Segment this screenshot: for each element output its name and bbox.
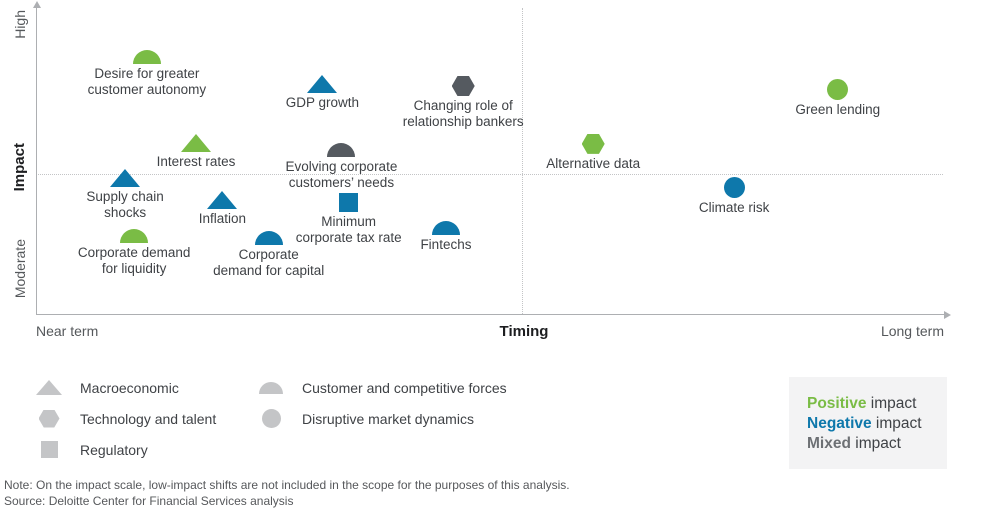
point-label: GDP growth: [285, 94, 359, 110]
dome-icon: [132, 49, 161, 64]
triangle-icon: [36, 380, 62, 395]
hexagon-icon: [581, 133, 605, 154]
y-axis-arrow-icon: [33, 1, 41, 8]
x-axis-min-label: Near term: [36, 323, 99, 339]
impact-suffix: impact: [871, 415, 922, 432]
point-label: Minimum corporate tax rate: [295, 213, 402, 245]
point-label: Supply chain shocks: [86, 189, 164, 221]
x-axis-max-label: Long term: [880, 323, 944, 339]
x-axis-title: Timing: [499, 323, 549, 340]
circle-icon: [723, 176, 745, 198]
legend-column: Customer and competitive forces Disruptiv…: [256, 372, 507, 465]
y-axis-min-label: Moderate: [12, 239, 28, 299]
circle-icon: [261, 409, 281, 428]
hexagon-icon: [38, 409, 60, 428]
square-icon: [40, 441, 58, 458]
triangle-icon: [180, 133, 211, 152]
hexagon-legend-icon: [34, 409, 64, 428]
point-label: Desire for greater customer autonomy: [87, 65, 207, 97]
y-axis-max-label: High: [12, 10, 28, 39]
point-label: Fintechs: [420, 237, 472, 252]
circle-legend-icon: [256, 409, 286, 428]
dome-legend-icon: [256, 381, 286, 394]
triangle-icon: [110, 169, 141, 188]
point-label: Corporate demand for liquidity: [77, 244, 191, 276]
legend-label: Customer and competitive forces: [302, 379, 507, 396]
legend-label: Technology and talent: [80, 410, 217, 427]
impact-legend-box: Positive impact Negative impact Mixed impa…: [789, 377, 947, 469]
legend-column: Macroeconomic Technology and talent Regula…: [34, 372, 256, 465]
square-icon: [339, 192, 359, 212]
circle-icon: [827, 78, 849, 100]
impact-term: Positive: [807, 395, 867, 412]
impact-legend-item-negative: Negative impact: [807, 414, 947, 434]
triangle-legend-icon: [34, 380, 64, 395]
legend-label: Macroeconomic: [80, 379, 179, 396]
impact-legend-item-mixed: Mixed impact: [807, 434, 947, 454]
legend-item-circle: Disruptive market dynamics: [256, 403, 507, 434]
point-label: Climate risk: [698, 199, 770, 215]
dome-icon: [120, 228, 149, 243]
point-label: Inflation: [198, 210, 246, 226]
legend-item-dome: Customer and competitive forces: [256, 372, 507, 403]
impact-term: Mixed: [807, 435, 851, 452]
impact-term: Negative: [807, 415, 872, 432]
x-axis-arrow-icon: [944, 311, 951, 319]
shape-legend: Macroeconomic Technology and talent Regula…: [34, 372, 507, 465]
impact-suffix: impact: [866, 395, 917, 412]
legend-item-square: Regulatory: [34, 434, 256, 465]
y-axis-title: Impact: [11, 143, 28, 192]
point-label: Changing role of relationship bankers: [402, 98, 524, 130]
point-label: Green lending: [795, 101, 881, 117]
square-legend-icon: [34, 441, 64, 458]
point-label: Interest rates: [156, 153, 236, 169]
dome-icon: [327, 142, 356, 157]
triangle-icon: [307, 74, 338, 93]
footer: Note: On the impact scale, low-impact sh…: [4, 478, 570, 509]
hexagon-icon: [451, 76, 475, 97]
footer-source: Source: Deloitte Center for Financial Se…: [4, 493, 294, 508]
x-axis-line: [36, 314, 945, 315]
point-label: Evolving corporate customers’ needs: [285, 158, 398, 190]
legend-label: Regulatory: [80, 441, 148, 458]
timing-midline: [522, 8, 523, 314]
legend-label: Disruptive market dynamics: [302, 410, 474, 427]
dome-icon: [259, 381, 283, 394]
triangle-icon: [207, 190, 238, 209]
impact-legend-item-positive: Positive impact: [807, 394, 947, 414]
impact-midline: [38, 174, 943, 175]
point-label: Corporate demand for capital: [213, 247, 325, 279]
legend-item-triangle: Macroeconomic: [34, 372, 256, 403]
impact-suffix: impact: [850, 435, 901, 452]
dome-icon: [431, 221, 460, 235]
point-label: Alternative data: [546, 155, 641, 171]
legend-item-hexagon: Technology and talent: [34, 403, 256, 434]
footer-note: Note: On the impact scale, low-impact sh…: [4, 478, 570, 492]
y-axis-line: [36, 8, 37, 314]
dome-icon: [254, 231, 283, 246]
